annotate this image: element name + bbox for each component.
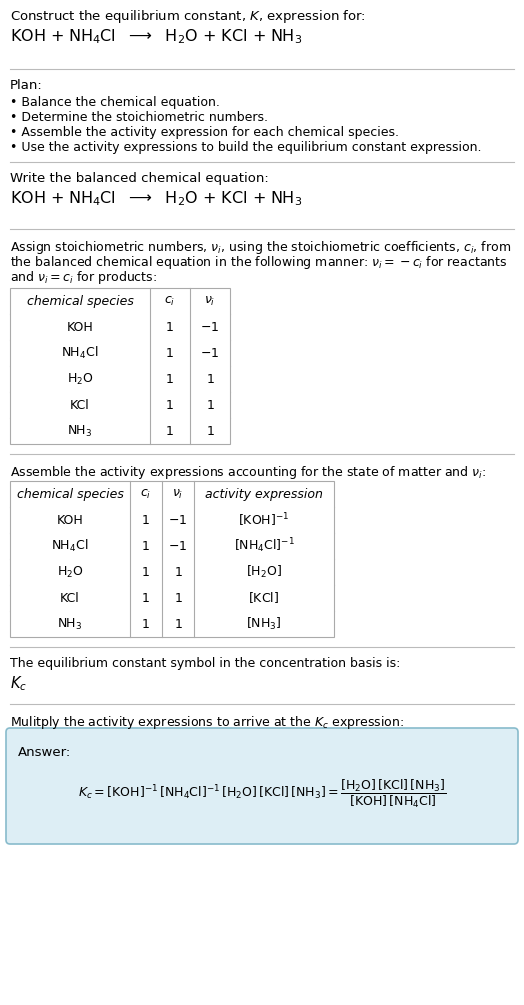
Text: 1: 1 [142, 540, 150, 553]
Text: $1$: $1$ [205, 373, 214, 386]
Text: 1: 1 [142, 514, 150, 527]
Text: $c_i$: $c_i$ [165, 294, 176, 308]
Text: Construct the equilibrium constant, $K$, expression for:: Construct the equilibrium constant, $K$,… [10, 8, 366, 25]
Text: • Use the activity expressions to build the equilibrium constant expression.: • Use the activity expressions to build … [10, 141, 482, 154]
Text: $[\mathrm{H_2O}]$: $[\mathrm{H_2O}]$ [246, 564, 282, 580]
Bar [10, 288, 230, 444]
Text: KOH + NH$_4$Cl  $\longrightarrow$  H$_2$O + KCl + NH$_3$: KOH + NH$_4$Cl $\longrightarrow$ H$_2$O … [10, 189, 302, 208]
Text: • Balance the chemical equation.: • Balance the chemical equation. [10, 96, 220, 109]
Text: $c_i$: $c_i$ [140, 487, 151, 500]
Text: KOH + NH$_4$Cl  $\longrightarrow$  H$_2$O + KCl + NH$_3$: KOH + NH$_4$Cl $\longrightarrow$ H$_2$O … [10, 27, 302, 45]
Text: $1$: $1$ [205, 424, 214, 437]
Text: 1: 1 [142, 617, 150, 630]
Text: $1$: $1$ [205, 399, 214, 411]
Text: KCl: KCl [70, 399, 90, 411]
Text: 1: 1 [166, 399, 174, 411]
Text: 1: 1 [166, 424, 174, 437]
Text: $-1$: $-1$ [168, 540, 188, 553]
Text: $[\mathrm{NH_3}]$: $[\mathrm{NH_3}]$ [246, 616, 282, 632]
Text: • Determine the stoichiometric numbers.: • Determine the stoichiometric numbers. [10, 111, 268, 124]
Text: 1: 1 [166, 347, 174, 360]
Text: 1: 1 [166, 373, 174, 386]
Text: NH$_4$Cl: NH$_4$Cl [61, 345, 99, 361]
Text: KOH: KOH [57, 514, 83, 527]
Text: chemical species: chemical species [17, 487, 124, 500]
Text: activity expression: activity expression [205, 487, 323, 500]
Text: $1$: $1$ [173, 592, 182, 604]
FancyBboxPatch shape [6, 728, 518, 844]
Text: $\nu_i$: $\nu_i$ [172, 487, 184, 500]
Text: KOH: KOH [67, 321, 93, 334]
Text: KCl: KCl [60, 592, 80, 604]
Text: 1: 1 [142, 592, 150, 604]
Text: NH$_3$: NH$_3$ [68, 423, 93, 438]
Text: H$_2$O: H$_2$O [57, 565, 83, 580]
Text: 1: 1 [142, 566, 150, 579]
Text: $K_c = [\mathrm{KOH}]^{-1}\,[\mathrm{NH_4Cl}]^{-1}\,[\mathrm{H_2O}]\,[\mathrm{KC: $K_c = [\mathrm{KOH}]^{-1}\,[\mathrm{NH_… [78, 778, 446, 810]
Text: and $\nu_i = c_i$ for products:: and $\nu_i = c_i$ for products: [10, 269, 157, 286]
Text: Assemble the activity expressions accounting for the state of matter and $\nu_i$: Assemble the activity expressions accoun… [10, 464, 486, 481]
Text: Write the balanced chemical equation:: Write the balanced chemical equation: [10, 172, 269, 185]
Text: chemical species: chemical species [27, 294, 134, 308]
Text: $[\mathrm{NH_4Cl}]^{-1}$: $[\mathrm{NH_4Cl}]^{-1}$ [234, 537, 294, 556]
Text: $-1$: $-1$ [200, 321, 220, 334]
Text: NH$_4$Cl: NH$_4$Cl [51, 538, 89, 554]
Text: • Assemble the activity expression for each chemical species.: • Assemble the activity expression for e… [10, 126, 399, 139]
Text: Assign stoichiometric numbers, $\nu_i$, using the stoichiometric coefficients, $: Assign stoichiometric numbers, $\nu_i$, … [10, 239, 511, 256]
Text: $[\mathrm{KCl}]$: $[\mathrm{KCl}]$ [248, 591, 279, 605]
Text: Mulitply the activity expressions to arrive at the $K_c$ expression:: Mulitply the activity expressions to arr… [10, 714, 405, 731]
Text: NH$_3$: NH$_3$ [57, 616, 83, 631]
Text: Plan:: Plan: [10, 79, 43, 92]
Text: H$_2$O: H$_2$O [67, 372, 93, 387]
Text: The equilibrium constant symbol in the concentration basis is:: The equilibrium constant symbol in the c… [10, 657, 400, 670]
Bar [10, 481, 334, 637]
Text: $K_c$: $K_c$ [10, 674, 27, 692]
Text: Answer:: Answer: [18, 746, 71, 759]
Text: $-1$: $-1$ [168, 514, 188, 527]
Text: $\nu_i$: $\nu_i$ [204, 294, 216, 308]
Text: $1$: $1$ [173, 617, 182, 630]
Text: $[\mathrm{KOH}]^{-1}$: $[\mathrm{KOH}]^{-1}$ [238, 512, 290, 529]
Text: $-1$: $-1$ [200, 347, 220, 360]
Text: the balanced chemical equation in the following manner: $\nu_i = -c_i$ for react: the balanced chemical equation in the fo… [10, 254, 507, 271]
Text: 1: 1 [166, 321, 174, 334]
Text: $1$: $1$ [173, 566, 182, 579]
